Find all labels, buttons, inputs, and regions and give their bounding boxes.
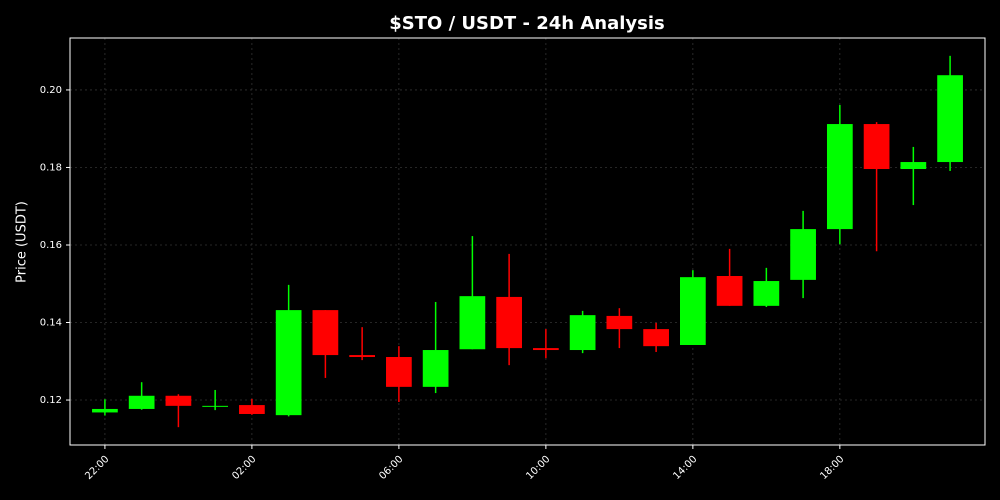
candle-body: [606, 315, 633, 330]
candle-body: [312, 310, 339, 356]
candle-body: [643, 329, 669, 347]
candle-body: [459, 296, 486, 350]
candle-body: [680, 277, 706, 345]
candle-body: [128, 395, 155, 409]
candle-body: [533, 348, 559, 351]
candle-body: [422, 350, 449, 387]
candle-body: [753, 281, 780, 306]
plot-frame: [69, 37, 986, 446]
candle-body: [937, 75, 963, 163]
candle-body: [165, 395, 192, 406]
candle-body: [790, 229, 816, 280]
chart-title: $STO / USDT - 24h Analysis: [389, 13, 665, 34]
candle-body: [863, 124, 890, 170]
candle-body: [239, 405, 265, 414]
y-tick-label: 0.20: [40, 85, 62, 96]
candle-body: [275, 310, 302, 416]
candle-body: [900, 162, 927, 170]
candle-body: [496, 296, 522, 349]
candle-body: [92, 408, 118, 413]
candle-body: [202, 405, 229, 407]
candle-body: [826, 124, 853, 230]
candle-body: [349, 355, 375, 358]
y-axis-label: Price (USDT): [15, 201, 30, 283]
candle-body: [716, 275, 743, 306]
y-tick-label: 0.12: [40, 395, 62, 406]
candle-body: [386, 357, 412, 387]
y-tick-label: 0.16: [40, 240, 62, 251]
y-tick-label: 0.14: [40, 318, 62, 329]
candle-body: [569, 315, 596, 351]
y-tick-label: 0.18: [40, 162, 62, 173]
